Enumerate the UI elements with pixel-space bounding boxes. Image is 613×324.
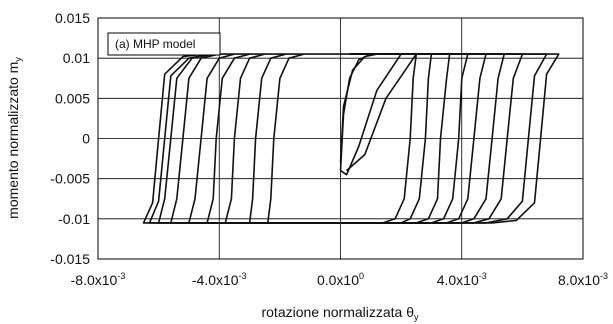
- x-tick-label: 8.0x10-3: [558, 271, 608, 288]
- series-line-10: [248, 53, 433, 224]
- annotation-box: [107, 32, 221, 56]
- annotation-label: (a) MHP model: [115, 37, 195, 51]
- tick-labels: 0.015 0.01 0.005 0 -0.005 -0.01 -0.015 -8.0x10-…: [50, 10, 608, 288]
- y-tick-label: -0.015: [50, 251, 90, 267]
- x-tick-label: 4.0x10-3: [437, 271, 487, 288]
- series-line-4: [148, 53, 548, 224]
- y-tick-label: 0.01: [63, 50, 90, 66]
- y-tick-label: -0.01: [58, 211, 90, 227]
- grid: [98, 18, 583, 259]
- y-tick-label: 0.015: [55, 10, 90, 26]
- y-axis-label: momento normalizzato my: [5, 57, 23, 219]
- x-tick-label: -4.0x10-3: [192, 271, 247, 288]
- x-axis-label: rotazione normalizzata θy: [261, 304, 419, 322]
- series-line-9: [224, 53, 451, 224]
- series-line-5: [157, 53, 524, 224]
- series-line-8: [206, 53, 469, 224]
- series-line-7: [188, 53, 487, 224]
- x-tick-label: -8.0x10-3: [71, 271, 126, 288]
- series-line-6: [170, 53, 506, 224]
- y-tick-label: 0.005: [55, 90, 90, 106]
- series-group: [142, 53, 560, 224]
- y-tick-label: -0.005: [50, 171, 90, 187]
- series-line-11: [266, 53, 418, 224]
- y-tick-label: 0: [82, 131, 90, 147]
- x-tick-label: 0.0x100: [317, 271, 364, 288]
